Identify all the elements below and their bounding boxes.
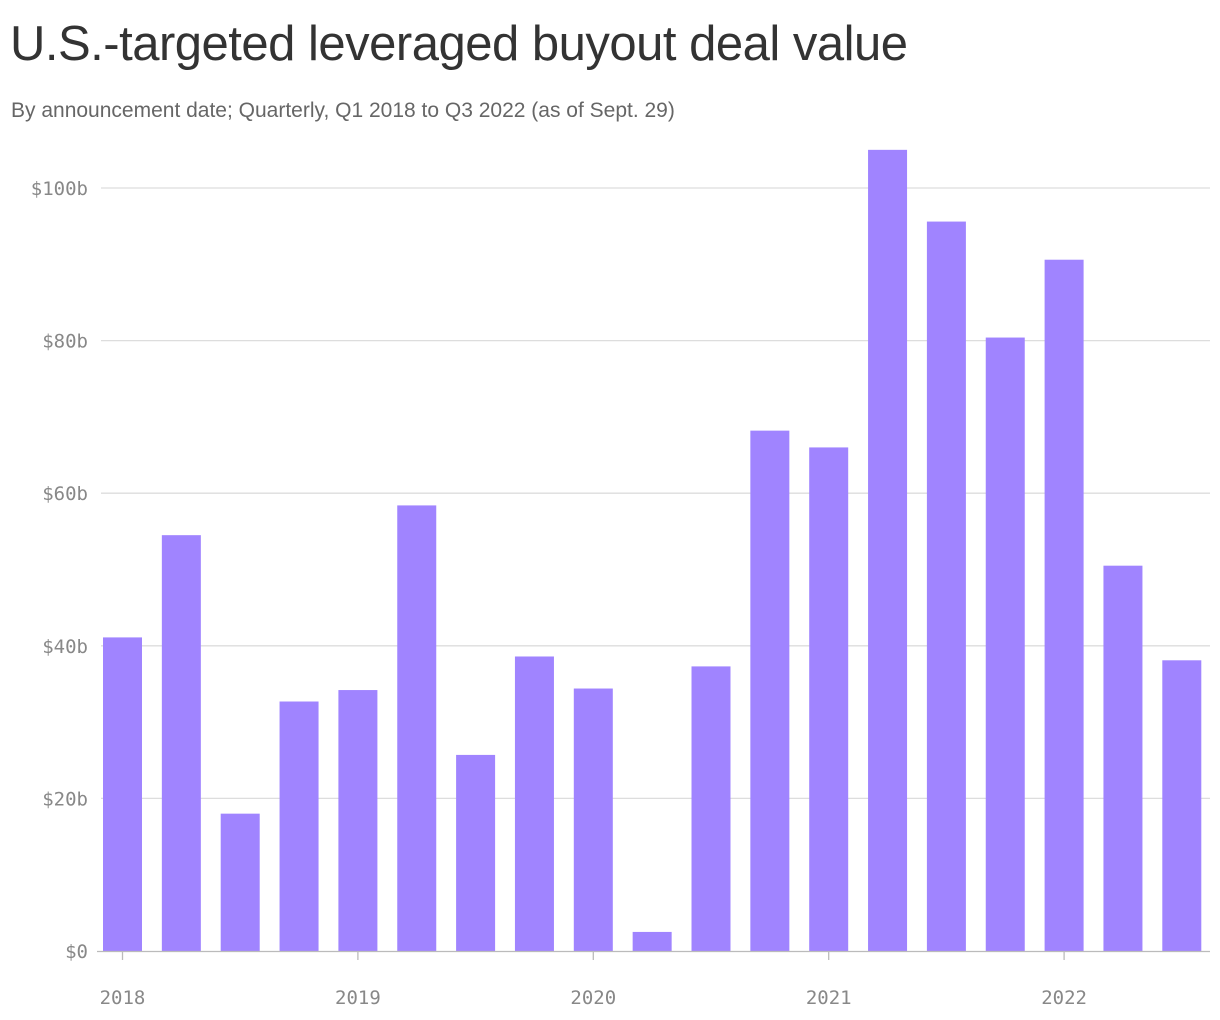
bar <box>397 505 437 951</box>
y-tick-label: $40b <box>42 636 88 658</box>
bar <box>161 535 201 951</box>
x-tick-label: 2018 <box>100 987 146 1009</box>
bar <box>985 337 1025 952</box>
bar <box>573 688 613 951</box>
x-axis-ticks: 2018 2019 2020 2021 2022 <box>100 952 1087 1009</box>
x-tick-label: 2020 <box>570 987 616 1009</box>
bar <box>1044 259 1084 951</box>
bar <box>103 637 142 951</box>
bar <box>456 754 496 951</box>
bar <box>1103 565 1143 951</box>
y-axis-ticks: $0 $20b $40b $60b $80b $100b <box>31 178 88 963</box>
y-tick-label: $60b <box>42 483 88 505</box>
x-tick-label: 2019 <box>335 987 381 1009</box>
y-tick-label: $80b <box>42 331 88 353</box>
gridlines <box>101 187 1210 800</box>
chart-title: U.S.-targeted leveraged buyout deal valu… <box>10 17 908 71</box>
bar <box>279 701 319 951</box>
bar <box>220 813 260 951</box>
bar <box>809 447 849 951</box>
y-tick-label: $20b <box>42 788 88 810</box>
x-tick-label: 2022 <box>1041 987 1087 1009</box>
bar <box>750 430 790 951</box>
bar <box>514 656 554 951</box>
bar <box>691 666 731 951</box>
bar <box>632 931 672 951</box>
x-tick-label: 2021 <box>806 987 852 1009</box>
bar <box>338 690 378 951</box>
y-tick-label: $0 <box>65 941 88 963</box>
bar <box>926 221 966 951</box>
bars <box>103 149 1202 952</box>
bar <box>1162 660 1202 951</box>
bar <box>868 149 908 952</box>
chart-subtitle: By announcement date; Quarterly, Q1 2018… <box>11 99 675 122</box>
y-tick-label: $100b <box>31 178 88 200</box>
